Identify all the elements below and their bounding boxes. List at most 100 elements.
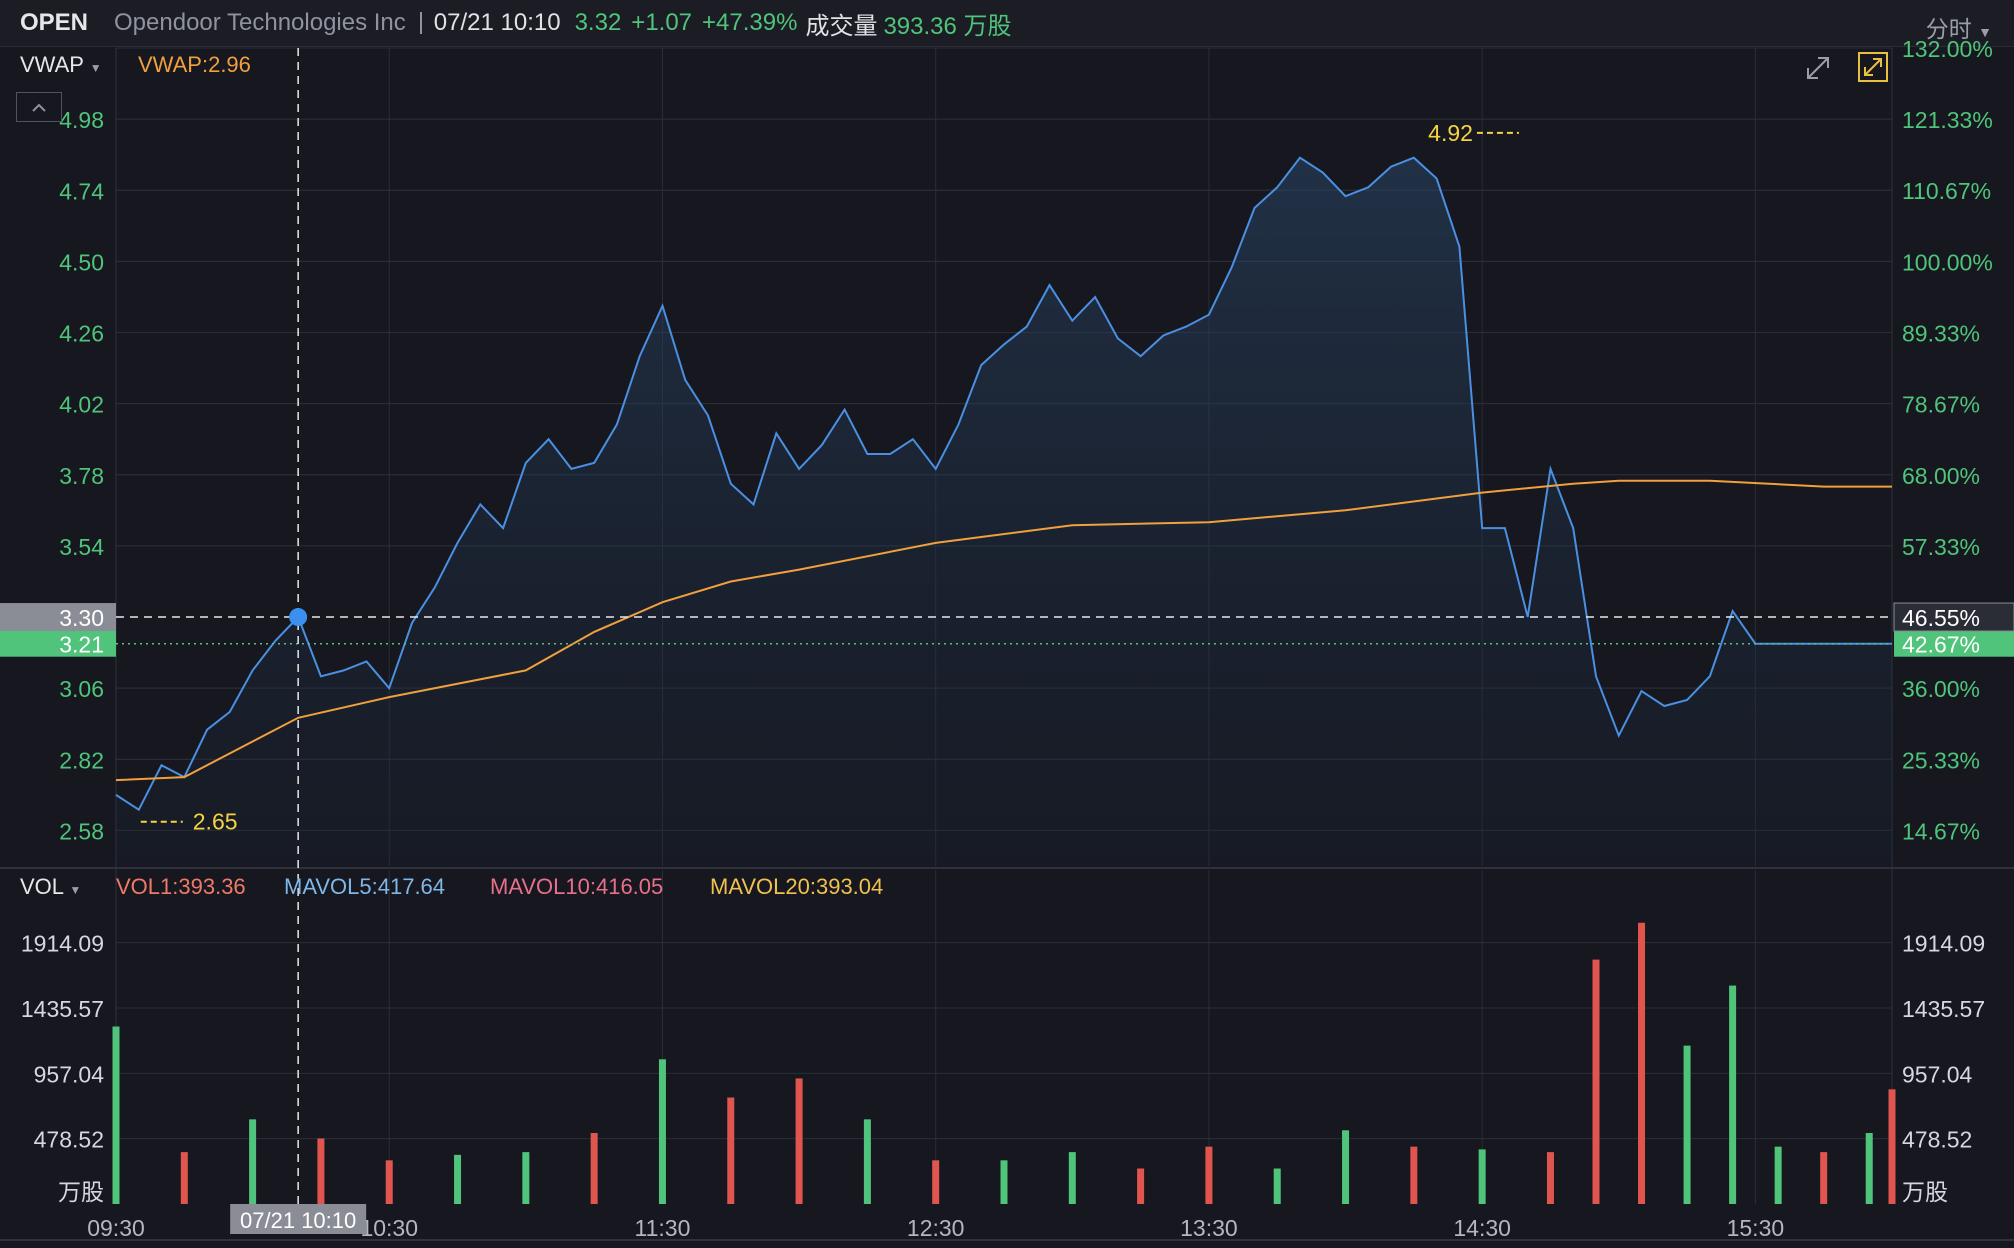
pct-tick-label: 25.33% — [1902, 747, 1980, 773]
price-tick-label: 4.74 — [59, 178, 104, 204]
pct-tick-label: 68.00% — [1902, 463, 1980, 489]
quote-header: OPEN Opendoor Technologies Inc 07/21 10:… — [0, 0, 2014, 47]
time-tick-label: 10:30 — [360, 1215, 418, 1241]
time-tick-label: 12:30 — [907, 1215, 965, 1241]
price-tick-label: 3.06 — [59, 676, 104, 702]
quote-change-pct: +47.39% — [702, 9, 798, 36]
quote-datetime: 07/21 10:10 — [433, 9, 561, 36]
price-tick-label: 3.54 — [59, 534, 104, 560]
price-tick-label: 2.82 — [59, 747, 104, 773]
volume-bar — [1729, 985, 1737, 1204]
volume-tick-label-right: 478.52 — [1902, 1127, 1972, 1153]
volume-tick-label-right: 1435.57 — [1902, 996, 1985, 1022]
volume-bar — [1205, 1146, 1213, 1204]
price-indicator-selector[interactable]: VWAP ▼ — [20, 52, 102, 78]
price-tick-label: 3.78 — [59, 463, 104, 489]
time-tick-label: 11:30 — [635, 1215, 691, 1241]
pct-tick-label: 78.67% — [1902, 392, 1980, 418]
mavol5-value: MAVOL5:417.64 — [284, 874, 446, 899]
pct-tick-label: 57.33% — [1902, 534, 1980, 560]
volume-unit-left: 万股 — [58, 1179, 104, 1205]
low-label: 2.65 — [193, 809, 238, 835]
volume-tick-label-left: 478.52 — [34, 1127, 104, 1153]
volume-bar — [1068, 1152, 1076, 1204]
volume-bar — [1820, 1152, 1828, 1204]
price-indicator-label: VWAP — [20, 52, 84, 77]
chart-mode-label: 分时 — [1925, 16, 1972, 42]
volume-bar — [1000, 1160, 1008, 1204]
volume-bar — [1137, 1168, 1145, 1204]
fullscreen-icon[interactable] — [1858, 52, 1888, 82]
volume-bar — [590, 1133, 598, 1204]
mavol10-value: MAVOL10:416.05 — [490, 874, 664, 899]
volume-unit-right: 万股 — [1902, 1179, 1948, 1205]
time-tick-label: 15:30 — [1727, 1215, 1785, 1241]
volume-bar — [1546, 1152, 1554, 1204]
time-tick-label: 13:30 — [1180, 1215, 1238, 1241]
volume-bar — [1638, 922, 1646, 1204]
volume-label: 成交量 — [805, 12, 878, 40]
volume-bar — [1774, 1146, 1782, 1204]
volume-bar — [112, 1026, 120, 1204]
pct-tick-label: 89.33% — [1902, 321, 1980, 347]
volume-bar — [727, 1097, 735, 1204]
volume-indicator-label: VOL — [20, 874, 64, 899]
pct-tick-label: 132.00% — [1902, 36, 1993, 62]
time-tick-label: 14:30 — [1453, 1215, 1511, 1241]
volume-bar — [180, 1152, 188, 1204]
crosshair-time-tag — [230, 1204, 367, 1234]
mavol20-value: MAVOL20:393.04 — [710, 874, 884, 899]
dropdown-icon: ▼ — [1978, 24, 1992, 40]
volume-bar — [1478, 1149, 1486, 1204]
volume-bar — [795, 1078, 803, 1204]
volume-bar — [1865, 1133, 1873, 1204]
last-pct-tag — [1894, 630, 2014, 657]
price-area — [116, 157, 1892, 866]
high-label: 4.92 — [1428, 120, 1473, 146]
pct-tick-label: 100.00% — [1902, 249, 1993, 275]
last-pct-tag-text: 42.67% — [1902, 632, 1980, 658]
crosshair-price-tag — [0, 603, 116, 632]
volume-bar — [932, 1160, 940, 1204]
pct-tick-label: 14.67% — [1902, 818, 1980, 844]
volume-bar — [1273, 1168, 1281, 1204]
volume-bar — [863, 1119, 871, 1204]
price-line — [115, 156, 1892, 812]
price-tick-label: 4.98 — [59, 107, 104, 133]
expand-icon[interactable] — [1802, 52, 1834, 84]
volume-bar — [1888, 1089, 1896, 1204]
volume-bar — [317, 1138, 325, 1204]
crosshair-pct-text: 46.55% — [1902, 605, 1980, 631]
vwap-line — [115, 479, 1892, 782]
collapse-icon[interactable] — [16, 92, 62, 122]
dropdown-icon: ▼ — [89, 61, 102, 75]
volume-bar — [249, 1119, 257, 1204]
volume-tick-label-left: 957.04 — [34, 1061, 105, 1087]
company-name: Opendoor Technologies Inc — [114, 9, 406, 36]
pct-tick-label: 121.33% — [1902, 107, 1993, 133]
volume-bar — [1683, 1045, 1691, 1204]
header-divider — [419, 12, 422, 34]
quote-change: +1.07 — [631, 9, 693, 36]
volume-indicator-selector[interactable]: VOL ▼ — [20, 874, 81, 900]
price-tick-label: 4.26 — [59, 321, 104, 347]
price-tick-label: 4.50 — [59, 249, 104, 275]
volume-bar — [385, 1160, 393, 1204]
crosshair-time-text: 07/21 10:10 — [240, 1208, 356, 1233]
chart-mode-selector[interactable]: 分时 ▼ — [1926, 10, 1992, 44]
crosshair-price-text: 3.30 — [59, 605, 104, 631]
quote-price: 3.32 — [574, 9, 622, 36]
time-tick-label: 09:30 — [87, 1215, 145, 1241]
volume-bar — [454, 1154, 462, 1204]
last-price-tag-text: 3.21 — [59, 632, 104, 658]
volume-bar — [1410, 1146, 1418, 1204]
volume-value: 393.36 万股 — [883, 12, 1012, 40]
vwap-value: VWAP:2.96 — [138, 52, 251, 77]
volume-tick-label-left: 1435.57 — [21, 996, 104, 1022]
volume-tick-label-right: 1914.09 — [1902, 931, 1985, 957]
pct-tick-label: 110.67% — [1902, 178, 1991, 204]
volume-bar — [658, 1059, 666, 1204]
ticker-symbol[interactable]: OPEN — [20, 9, 89, 36]
volume-tick-label-right: 957.04 — [1902, 1061, 1973, 1087]
